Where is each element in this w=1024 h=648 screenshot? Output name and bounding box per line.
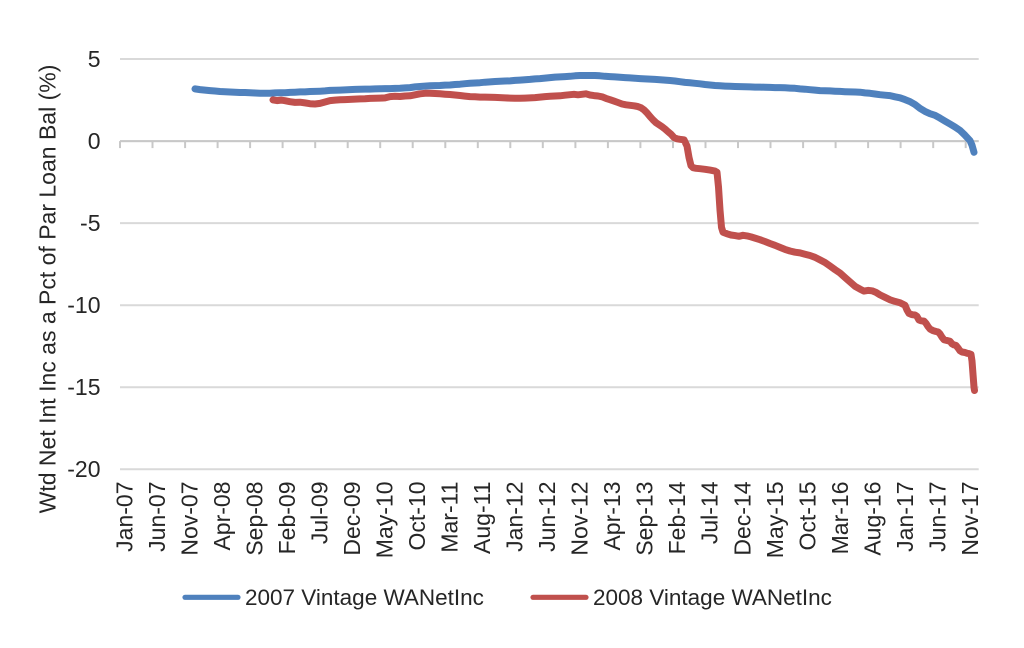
svg-text:May-10: May-10 — [372, 482, 398, 559]
svg-text:Sep-08: Sep-08 — [241, 482, 267, 556]
svg-text:Jan-07: Jan-07 — [111, 482, 137, 552]
svg-text:Nov-17: Nov-17 — [957, 482, 983, 556]
svg-text:Oct-15: Oct-15 — [794, 482, 820, 551]
svg-text:Oct-10: Oct-10 — [404, 482, 430, 551]
svg-text:Aug-16: Aug-16 — [859, 482, 885, 556]
svg-text:Apr-13: Apr-13 — [599, 482, 625, 551]
svg-text:Jun-17: Jun-17 — [924, 482, 950, 552]
svg-text:Jul-09: Jul-09 — [306, 482, 332, 545]
svg-text:5: 5 — [88, 46, 101, 72]
svg-text:Feb-09: Feb-09 — [274, 482, 300, 555]
svg-text:2007 Vintage WANetInc: 2007 Vintage WANetInc — [245, 585, 484, 610]
svg-text:Jun-07: Jun-07 — [144, 482, 170, 552]
svg-text:-5: -5 — [80, 210, 100, 236]
svg-text:Nov-12: Nov-12 — [567, 482, 593, 556]
svg-text:Aug-11: Aug-11 — [469, 482, 495, 554]
svg-text:May-15: May-15 — [762, 482, 788, 559]
svg-text:Jan-17: Jan-17 — [892, 482, 918, 552]
svg-text:Mar-16: Mar-16 — [827, 482, 853, 555]
svg-text:Sep-13: Sep-13 — [632, 482, 658, 556]
svg-text:Apr-08: Apr-08 — [209, 482, 235, 551]
svg-text:Jul-14: Jul-14 — [697, 481, 723, 544]
svg-text:Dec-14: Dec-14 — [729, 481, 755, 555]
svg-text:Jun-12: Jun-12 — [534, 482, 560, 552]
svg-text:-20: -20 — [67, 456, 100, 482]
svg-text:-15: -15 — [67, 374, 100, 400]
svg-text:Feb-14: Feb-14 — [664, 481, 690, 554]
svg-text:Dec-09: Dec-09 — [339, 482, 365, 556]
svg-text:0: 0 — [88, 128, 101, 154]
svg-text:Nov-07: Nov-07 — [176, 482, 202, 556]
svg-text:Wtd Net Int Inc as a Pct of Pa: Wtd Net Int Inc as a Pct of Par Loan Bal… — [35, 65, 61, 514]
svg-text:-10: -10 — [67, 292, 100, 318]
svg-text:Mar-11: Mar-11 — [437, 482, 463, 553]
svg-text:Jan-12: Jan-12 — [502, 482, 528, 552]
svg-text:2008 Vintage WANetInc: 2008 Vintage WANetInc — [593, 585, 832, 610]
